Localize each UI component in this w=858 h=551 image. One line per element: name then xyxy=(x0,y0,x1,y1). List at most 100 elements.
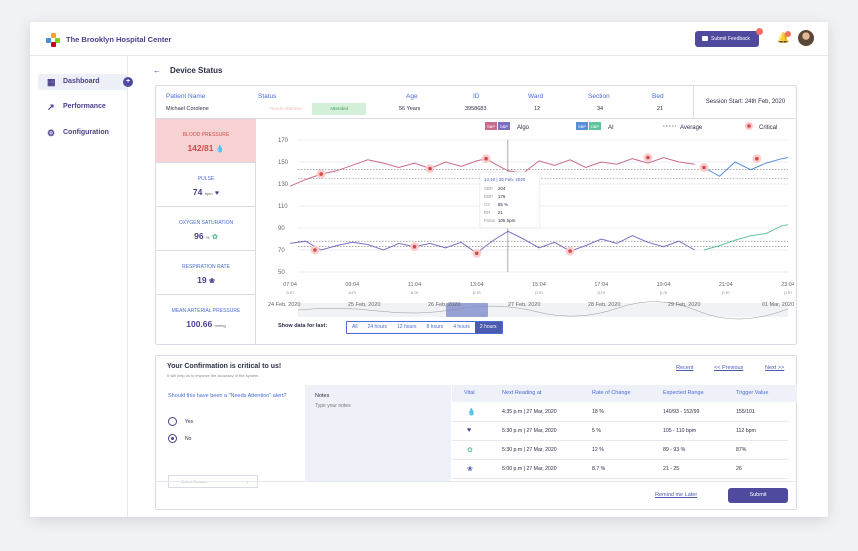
range-option-8-hours[interactable]: 8 hours xyxy=(426,324,444,330)
table-cell: 87% xyxy=(736,447,747,453)
column-header: Vital xyxy=(464,390,475,396)
notes-input[interactable] xyxy=(315,403,445,473)
yes-label: Yes xyxy=(185,419,194,425)
range-label: Show data for last: xyxy=(278,323,328,329)
series-line-sbp-ai xyxy=(703,157,789,177)
sidebar-item-label: Performance xyxy=(63,103,106,110)
table-header: Vital Next Reading at Rate of Change Exp… xyxy=(452,385,797,402)
range-option-12-hours[interactable]: 12 hours xyxy=(397,324,417,330)
vital-name: MEAN ARTERIAL PRESSURE xyxy=(171,308,241,314)
status-attended[interactable]: Attended xyxy=(312,103,366,115)
remind-later-link[interactable]: Remind me Later xyxy=(655,492,698,498)
blood-drop-icon: 💧 xyxy=(215,146,225,153)
vitals-chart[interactable]: SBP DBP Algo SBP DBP AI Average Critical 170 150 1… xyxy=(258,120,794,320)
range-option-24-hours[interactable]: 24 hours xyxy=(367,324,388,330)
legend-chip-label: DBP xyxy=(500,124,509,129)
overview-date-label: 24 Feb, 2020 xyxy=(268,302,301,308)
divider xyxy=(156,481,797,482)
x-tick-period: p.m xyxy=(535,290,543,295)
range-selector: All 24 hours 12 hours 8 hours 4 hours 2 hours xyxy=(346,321,503,334)
range-option-4-hours[interactable]: 4 hours xyxy=(453,324,470,330)
vital-name: OXYGEN SATURATION xyxy=(178,220,234,226)
table-cell: 140/93 - 152/99 xyxy=(663,409,700,415)
column-header: Rate of Change xyxy=(592,390,631,396)
yes-radio[interactable] xyxy=(168,417,177,426)
vital-oxygen-saturation[interactable]: OXYGEN SATURATION 96 % ✿ xyxy=(156,207,256,251)
overview-date-label: 26 Feb, 2020 xyxy=(428,302,461,308)
sidebar-item-dashboard[interactable]: ▦ Dashboard + xyxy=(38,74,133,90)
confirmation-card: Your Confirmation is critical to us! It … xyxy=(155,355,797,510)
recent-link[interactable]: Recent xyxy=(676,365,694,371)
vitals-panel: BLOOD PRESSURE 142/81 💧 PULSE 74 bpm ♥ O… xyxy=(156,119,256,345)
legend-chip xyxy=(498,122,510,130)
app-window: The Brooklyn Hospital Center Submit Feed… xyxy=(30,22,828,517)
legend-chip xyxy=(485,122,497,130)
y-tick-label: 150 xyxy=(278,160,289,166)
session-start: Session Start: 24th Feb, 2020 xyxy=(693,86,797,118)
table-cell: 4:35 p.m | 27 Mar, 2020 xyxy=(502,409,557,415)
next-link[interactable]: Next >> xyxy=(765,365,785,371)
avatar[interactable] xyxy=(798,30,814,46)
x-tick-label: 07:04 xyxy=(283,282,297,288)
lungs-icon: ❀ xyxy=(467,466,473,473)
x-tick-label: 13:04 xyxy=(470,282,484,288)
table-cell: 5:30 p.m | 27 Mar, 2020 xyxy=(502,428,557,434)
range-option-2-hours[interactable]: 2 hours xyxy=(474,322,502,333)
overview-strip[interactable] xyxy=(298,303,788,317)
brand-name: The Brooklyn Hospital Center xyxy=(66,35,172,44)
status-label: Status xyxy=(258,93,277,100)
vital-respiration-rate[interactable]: RESPIRATION RATE 19 ❀ xyxy=(156,251,256,295)
y-tick-label: 50 xyxy=(278,270,285,276)
vital-pulse[interactable]: PULSE 74 bpm ♥ xyxy=(156,163,256,207)
back-arrow-icon[interactable]: ← xyxy=(153,66,161,75)
vital-name: RESPIRATION RATE xyxy=(182,264,230,270)
vital-unit: bpm xyxy=(204,191,213,196)
column-header: Trigger Value xyxy=(736,390,769,396)
x-tick-label: 09:04 xyxy=(345,282,359,288)
critical-dot xyxy=(646,155,650,160)
lungs-icon: ❀ xyxy=(208,278,215,285)
column-header: Expected Range xyxy=(663,390,704,396)
table-cell: 5:00 p.m | 27 Mar, 2020 xyxy=(502,466,557,472)
hospital-logo-icon xyxy=(46,33,60,47)
status-needs-attention[interactable]: Needs Attention xyxy=(270,106,302,111)
sidebar-item-performance[interactable]: ↗ Performance xyxy=(38,99,128,115)
add-icon[interactable]: + xyxy=(123,77,133,87)
bell-icon[interactable]: 🔔 xyxy=(777,33,790,44)
tooltip-label: RR xyxy=(484,210,491,215)
heart-icon: ♥ xyxy=(467,427,472,434)
table-row: ♥ 5:30 p.m | 27 Mar, 2020 5 % 105 - 110 bpm… xyxy=(452,422,788,441)
vital-value: 100.66 xyxy=(186,319,213,329)
vital-blood-pressure[interactable]: BLOOD PRESSURE 142/81 💧 xyxy=(156,119,256,163)
lungs-o2-icon: ✿ xyxy=(467,447,473,454)
critical-dot xyxy=(568,249,572,253)
critical-dot xyxy=(428,166,432,171)
vital-name: BLOOD PRESSURE xyxy=(182,132,230,138)
critical-dot xyxy=(484,156,488,161)
vital-unit: % xyxy=(206,235,210,240)
range-option-all[interactable]: All xyxy=(352,324,358,330)
feedback-icon xyxy=(702,36,708,41)
submit-feedback-button[interactable]: Submit Feedback xyxy=(695,31,759,47)
sidebar: ▦ Dashboard + ↗ Performance ⚙ Configurat… xyxy=(30,56,133,517)
tooltip-label: Pulse xyxy=(484,218,496,223)
submit-button[interactable]: Submit xyxy=(728,488,788,503)
no-radio[interactable] xyxy=(168,434,177,443)
x-tick-period: a.m xyxy=(411,290,419,295)
critical-dot xyxy=(313,248,317,252)
legend-label: Critical xyxy=(759,125,777,131)
vital-mean-arterial-pressure[interactable]: MEAN ARTERIAL PRESSURE 100.66 mmhg xyxy=(156,295,256,339)
overview-date-label: 28 Feb, 2020 xyxy=(588,302,621,308)
legend-label: Algo xyxy=(517,125,530,131)
overview-window-handle[interactable] xyxy=(446,303,488,317)
table-cell: 89 - 93 % xyxy=(663,447,686,453)
device-status-card: Patient Name Michael Corolene Status Nee… xyxy=(155,85,797,345)
table-row: 💧 4:35 p.m | 27 Mar, 2020 18 % 140/93 - 152… xyxy=(452,403,788,422)
previous-link[interactable]: << Previous xyxy=(714,365,744,371)
grid-icon: ▦ xyxy=(47,77,56,87)
notes-label: Notes xyxy=(315,393,330,399)
x-tick-period: p.m xyxy=(473,290,481,295)
sidebar-item-configuration[interactable]: ⚙ Configuration xyxy=(38,125,128,141)
x-tick-period: a.m xyxy=(348,290,356,295)
vital-value: 96 xyxy=(194,231,204,241)
